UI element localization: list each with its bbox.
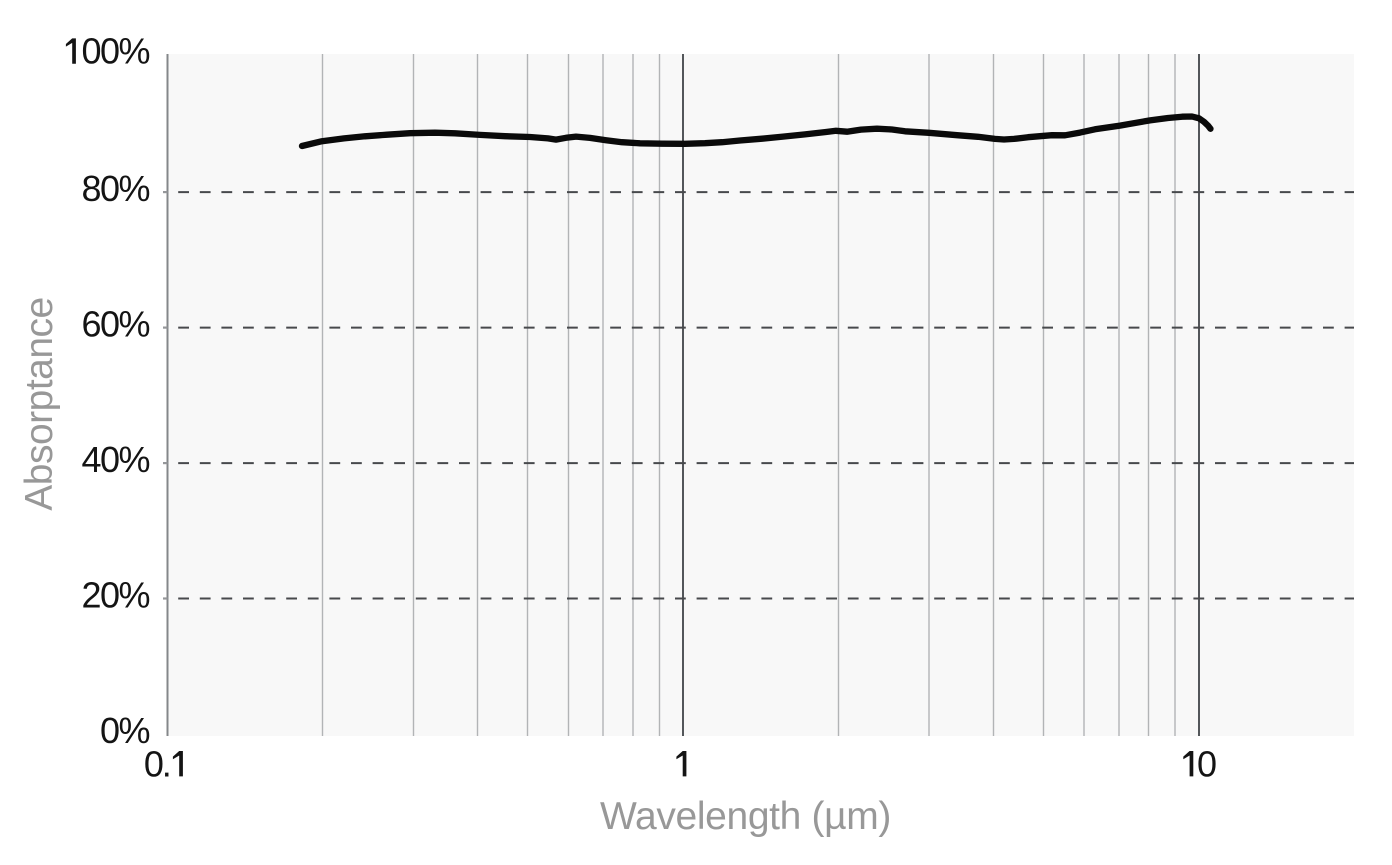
svg-text:80%: 80% xyxy=(81,168,149,209)
svg-text:00%: 00% xyxy=(81,31,149,72)
svg-text:60%: 60% xyxy=(81,303,149,344)
svg-text:40%: 40% xyxy=(81,439,149,480)
svg-text:20%: 20% xyxy=(81,574,149,615)
svg-text:Absorptance: Absorptance xyxy=(18,297,61,510)
svg-text:0.: 0. xyxy=(144,744,170,785)
svg-text:0%: 0% xyxy=(100,710,150,751)
svg-text:0: 0 xyxy=(1197,744,1216,785)
svg-text:Wavelength (µm): Wavelength (µm) xyxy=(600,795,891,838)
